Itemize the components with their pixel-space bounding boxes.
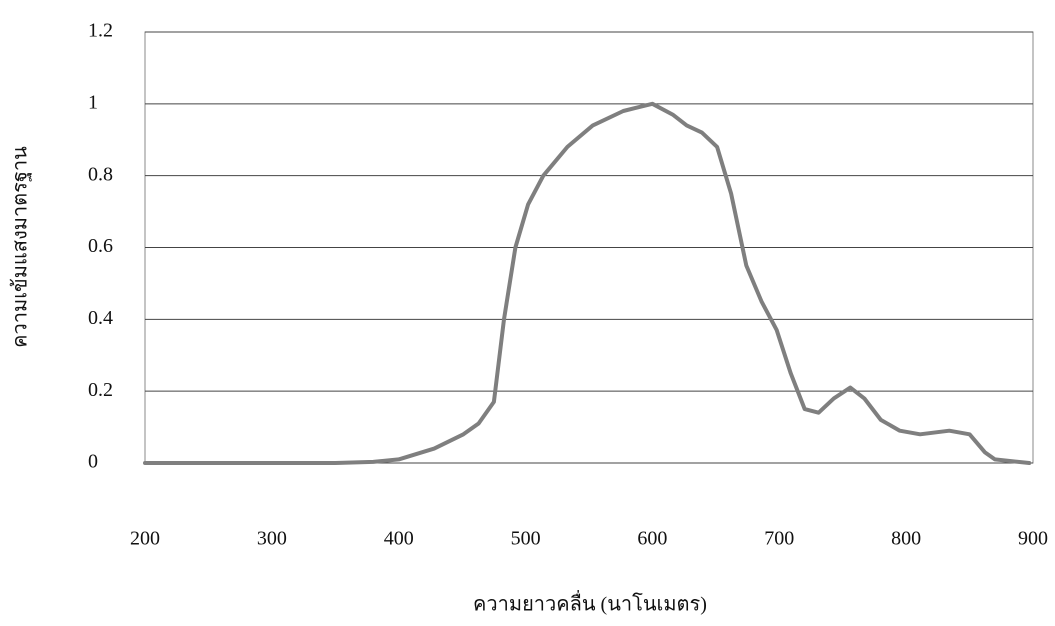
y-tick-label: 0 bbox=[88, 451, 98, 473]
x-tick-label: 900 bbox=[1018, 528, 1048, 550]
x-tick-label: 800 bbox=[891, 528, 921, 550]
data-line bbox=[143, 101, 1032, 465]
x-tick-label: 400 bbox=[384, 528, 414, 550]
y-tick-label: 0.6 bbox=[88, 235, 113, 257]
y-tick-label: 0.8 bbox=[88, 163, 113, 185]
y-axis-title: ความเข้มแสงมาตรฐาน bbox=[10, 146, 32, 348]
x-axis-title: ความยาวคลื่น (นาโนเมตร) bbox=[473, 590, 707, 616]
y-tick-label: 0.2 bbox=[88, 379, 113, 401]
x-tick-label: 700 bbox=[764, 528, 794, 550]
x-tick-label: 200 bbox=[130, 528, 160, 550]
y-tick-label: 1.2 bbox=[88, 20, 113, 42]
x-tick-label: 600 bbox=[637, 528, 667, 550]
y-tick-label: 0.4 bbox=[88, 307, 113, 329]
y-tick-label: 1 bbox=[88, 91, 98, 113]
x-tick-label: 300 bbox=[257, 528, 287, 550]
x-tick-label: 500 bbox=[511, 528, 541, 550]
